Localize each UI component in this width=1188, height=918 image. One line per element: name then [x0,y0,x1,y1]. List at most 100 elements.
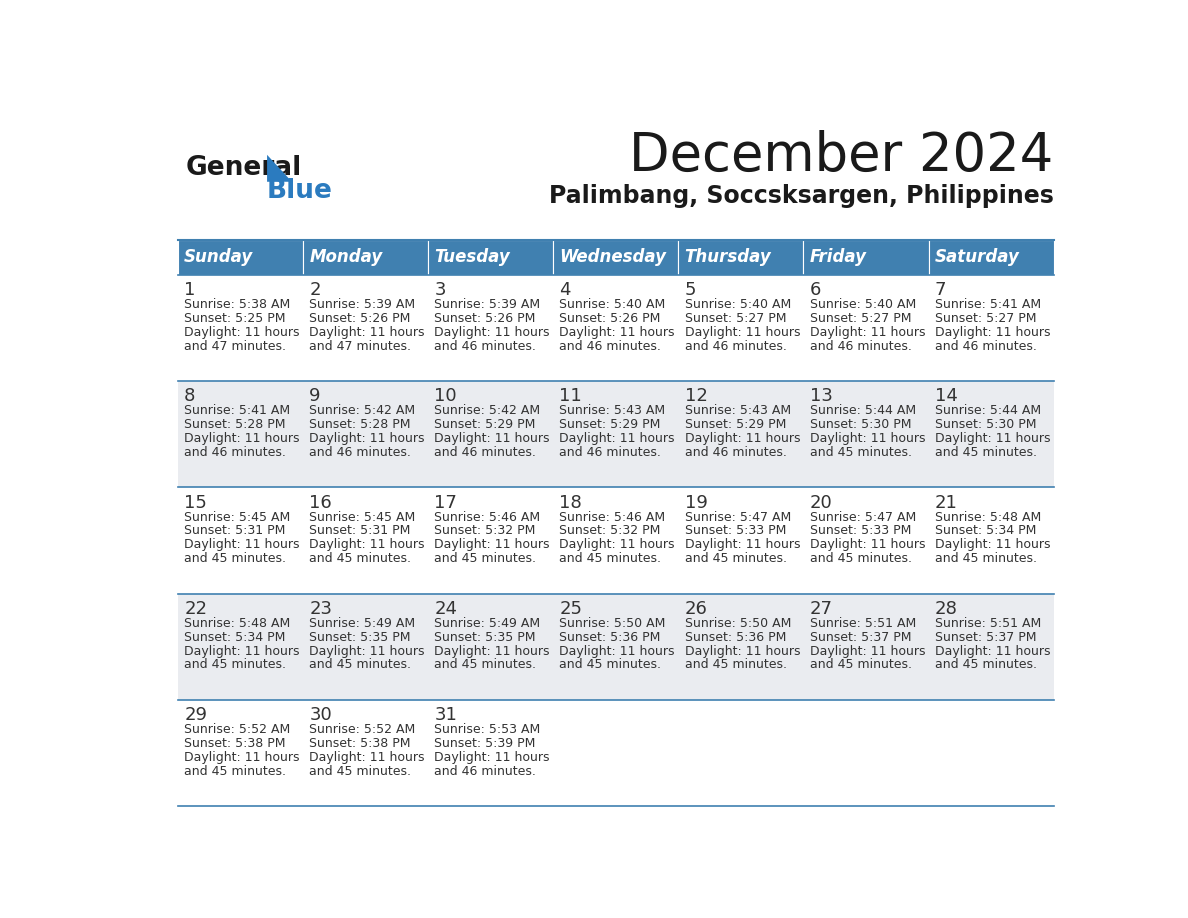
Text: Sunset: 5:29 PM: Sunset: 5:29 PM [684,419,786,431]
Text: and 45 minutes.: and 45 minutes. [184,552,286,565]
Text: Sunset: 5:34 PM: Sunset: 5:34 PM [935,524,1036,537]
Text: Daylight: 11 hours: Daylight: 11 hours [435,751,550,764]
Text: 4: 4 [560,281,571,299]
Text: and 46 minutes.: and 46 minutes. [684,340,786,353]
Text: Sunset: 5:27 PM: Sunset: 5:27 PM [684,312,786,325]
Bar [178,594,1054,700]
Text: Monday: Monday [309,248,383,266]
Text: and 46 minutes.: and 46 minutes. [435,446,536,459]
Text: Sunrise: 5:42 AM: Sunrise: 5:42 AM [309,404,416,418]
Bar [554,240,678,274]
Text: Sunset: 5:33 PM: Sunset: 5:33 PM [684,524,786,537]
Text: 8: 8 [184,387,196,406]
Text: Daylight: 11 hours: Daylight: 11 hours [810,326,925,339]
Text: Daylight: 11 hours: Daylight: 11 hours [935,644,1050,657]
Text: 22: 22 [184,599,207,618]
Text: and 46 minutes.: and 46 minutes. [184,446,286,459]
Bar [803,240,929,274]
Text: and 45 minutes.: and 45 minutes. [935,552,1037,565]
Text: and 45 minutes.: and 45 minutes. [309,552,411,565]
Text: 10: 10 [435,387,457,406]
Text: Sunset: 5:34 PM: Sunset: 5:34 PM [184,631,285,644]
Text: Sunrise: 5:49 AM: Sunrise: 5:49 AM [309,617,416,630]
Text: and 45 minutes.: and 45 minutes. [935,658,1037,671]
Bar [178,274,1054,381]
Text: 18: 18 [560,494,582,511]
Text: Sunset: 5:28 PM: Sunset: 5:28 PM [184,419,285,431]
Text: Daylight: 11 hours: Daylight: 11 hours [184,644,299,657]
Text: Sunrise: 5:45 AM: Sunrise: 5:45 AM [309,510,416,523]
Text: Sunset: 5:37 PM: Sunset: 5:37 PM [935,631,1036,644]
Text: General: General [185,155,302,181]
Text: Sunrise: 5:48 AM: Sunrise: 5:48 AM [184,617,290,630]
Text: Daylight: 11 hours: Daylight: 11 hours [560,326,675,339]
Text: Sunset: 5:27 PM: Sunset: 5:27 PM [810,312,911,325]
Text: Sunrise: 5:39 AM: Sunrise: 5:39 AM [309,298,416,311]
Text: and 45 minutes.: and 45 minutes. [684,658,786,671]
Text: Daylight: 11 hours: Daylight: 11 hours [935,326,1050,339]
Text: Sunrise: 5:40 AM: Sunrise: 5:40 AM [684,298,791,311]
Text: Daylight: 11 hours: Daylight: 11 hours [560,432,675,445]
Text: 16: 16 [309,494,331,511]
Text: and 46 minutes.: and 46 minutes. [309,446,411,459]
Text: Sunrise: 5:46 AM: Sunrise: 5:46 AM [560,510,665,523]
Text: Sunrise: 5:40 AM: Sunrise: 5:40 AM [560,298,665,311]
Text: Sunset: 5:33 PM: Sunset: 5:33 PM [810,524,911,537]
Text: Sunrise: 5:50 AM: Sunrise: 5:50 AM [560,617,665,630]
Text: Sunrise: 5:47 AM: Sunrise: 5:47 AM [810,510,916,523]
Text: Sunrise: 5:53 AM: Sunrise: 5:53 AM [435,723,541,736]
Text: 28: 28 [935,599,958,618]
Text: Daylight: 11 hours: Daylight: 11 hours [184,751,299,764]
Text: Daylight: 11 hours: Daylight: 11 hours [935,432,1050,445]
Bar [678,240,803,274]
Bar [428,240,554,274]
Text: Sunrise: 5:46 AM: Sunrise: 5:46 AM [435,510,541,523]
Text: Daylight: 11 hours: Daylight: 11 hours [435,432,550,445]
Text: Daylight: 11 hours: Daylight: 11 hours [435,644,550,657]
Text: 24: 24 [435,599,457,618]
Text: Daylight: 11 hours: Daylight: 11 hours [309,751,425,764]
Bar [178,381,1054,487]
Text: Sunrise: 5:44 AM: Sunrise: 5:44 AM [810,404,916,418]
Text: Daylight: 11 hours: Daylight: 11 hours [935,538,1050,552]
Text: and 45 minutes.: and 45 minutes. [309,765,411,778]
Text: and 45 minutes.: and 45 minutes. [184,658,286,671]
Text: Blue: Blue [267,178,333,204]
Text: 13: 13 [810,387,833,406]
Text: Sunrise: 5:40 AM: Sunrise: 5:40 AM [810,298,916,311]
Text: Daylight: 11 hours: Daylight: 11 hours [309,432,425,445]
Text: and 46 minutes.: and 46 minutes. [560,446,662,459]
Text: Sunrise: 5:51 AM: Sunrise: 5:51 AM [810,617,916,630]
Text: and 47 minutes.: and 47 minutes. [184,340,286,353]
Text: Daylight: 11 hours: Daylight: 11 hours [810,538,925,552]
Text: and 46 minutes.: and 46 minutes. [560,340,662,353]
Text: and 46 minutes.: and 46 minutes. [435,340,536,353]
Text: 19: 19 [684,494,707,511]
Text: Sunrise: 5:43 AM: Sunrise: 5:43 AM [684,404,791,418]
Polygon shape [267,155,292,182]
Text: 20: 20 [810,494,833,511]
Text: Sunset: 5:31 PM: Sunset: 5:31 PM [309,524,411,537]
Text: Sunset: 5:38 PM: Sunset: 5:38 PM [184,737,285,750]
Text: and 45 minutes.: and 45 minutes. [560,658,662,671]
Text: Sunset: 5:25 PM: Sunset: 5:25 PM [184,312,285,325]
Text: 21: 21 [935,494,958,511]
Text: Daylight: 11 hours: Daylight: 11 hours [435,326,550,339]
Text: 9: 9 [309,387,321,406]
Text: Sunset: 5:29 PM: Sunset: 5:29 PM [560,419,661,431]
Text: 31: 31 [435,706,457,724]
Text: Daylight: 11 hours: Daylight: 11 hours [435,538,550,552]
Text: 15: 15 [184,494,207,511]
Text: Sunset: 5:30 PM: Sunset: 5:30 PM [810,419,911,431]
Text: 14: 14 [935,387,958,406]
Text: Daylight: 11 hours: Daylight: 11 hours [560,538,675,552]
Text: Sunrise: 5:39 AM: Sunrise: 5:39 AM [435,298,541,311]
Text: Sunset: 5:37 PM: Sunset: 5:37 PM [810,631,911,644]
Text: December 2024: December 2024 [630,130,1054,183]
Bar [178,487,1054,594]
Text: and 46 minutes.: and 46 minutes. [435,765,536,778]
Text: Sunset: 5:35 PM: Sunset: 5:35 PM [435,631,536,644]
Text: 27: 27 [810,599,833,618]
Text: Sunrise: 5:43 AM: Sunrise: 5:43 AM [560,404,665,418]
Text: 17: 17 [435,494,457,511]
